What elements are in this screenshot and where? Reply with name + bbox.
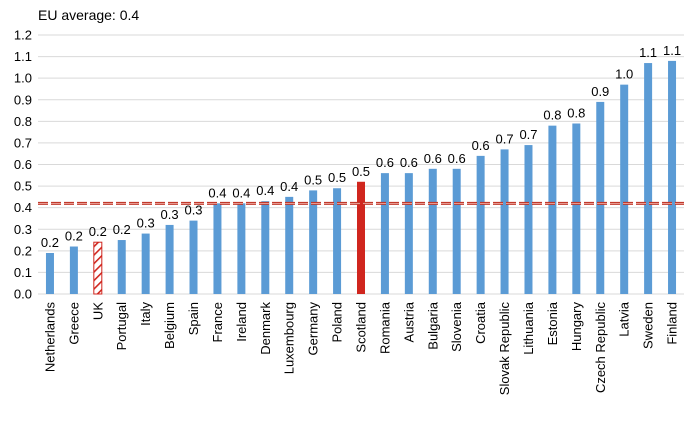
bar-slovak-republic	[500, 149, 509, 294]
category-label: Denmark	[258, 302, 273, 355]
category-label: UK	[90, 302, 105, 320]
bar-croatia	[476, 155, 485, 294]
data-label: 0.5	[304, 172, 322, 187]
bar-slovenia	[452, 168, 461, 294]
y-tick-label: 0.1	[14, 265, 32, 280]
data-label: 0.3	[161, 207, 179, 222]
category-label: Czech Republic	[593, 302, 608, 394]
category-label: Latvia	[617, 301, 632, 336]
data-label: 0.6	[472, 138, 490, 153]
bar-finland	[668, 60, 677, 295]
bar-spain	[189, 220, 198, 294]
bar-estonia	[548, 125, 557, 295]
y-tick-label: 0.4	[14, 200, 32, 215]
data-label: 0.2	[65, 229, 83, 244]
category-label: Lithuania	[521, 301, 536, 355]
bar-italy	[141, 233, 150, 294]
category-label: Germany	[306, 302, 321, 356]
bar-latvia	[620, 84, 629, 295]
category-label: Poland	[330, 302, 345, 342]
bar-netherlands	[45, 252, 54, 294]
bar-hungary	[572, 123, 581, 294]
bar-sweden	[644, 63, 653, 294]
bar-portugal	[117, 240, 126, 294]
category-label: Sweden	[641, 302, 656, 349]
category-label: Austria	[401, 301, 416, 342]
bar-czech-republic	[596, 101, 605, 295]
y-tick-label: 0.8	[14, 114, 32, 129]
y-tick-label: 0.9	[14, 92, 32, 107]
category-label: Belgium	[162, 302, 177, 349]
category-label: France	[210, 302, 225, 342]
bar-ireland	[237, 203, 246, 294]
bar-greece	[69, 246, 78, 294]
data-label: 0.6	[448, 151, 466, 166]
data-label: 0.2	[41, 235, 59, 250]
y-tick-label: 0.6	[14, 157, 32, 172]
bar-austria	[404, 173, 413, 294]
category-label: Croatia	[473, 301, 488, 344]
category-label: Spain	[186, 302, 201, 335]
category-label: Bulgaria	[425, 301, 440, 349]
bar-lithuania	[524, 145, 533, 294]
bar-poland	[333, 188, 342, 294]
y-tick-label: 0.7	[14, 135, 32, 150]
category-label: Romania	[377, 301, 392, 354]
data-label: 0.5	[352, 164, 370, 179]
data-label: 0.8	[543, 108, 561, 123]
data-label: 1.1	[663, 43, 681, 58]
bar-germany	[309, 190, 318, 294]
data-label: 0.5	[328, 170, 346, 185]
category-label: Italy	[138, 302, 153, 326]
bar-uk	[93, 241, 103, 295]
eu-average-annotation: EU average: 0.4	[38, 7, 139, 23]
data-label: 0.4	[280, 179, 298, 194]
data-label: 0.2	[89, 224, 107, 239]
category-label: Finland	[665, 302, 680, 345]
data-label: 1.1	[639, 45, 657, 60]
y-tick-label: 1.1	[14, 49, 32, 64]
data-label: 0.7	[496, 131, 514, 146]
data-label: 0.9	[591, 84, 609, 99]
category-label: Slovenia	[449, 301, 464, 352]
category-label: Scotland	[354, 302, 369, 353]
bar-denmark	[261, 201, 270, 294]
category-label: Ireland	[234, 302, 249, 342]
category-label: Greece	[66, 302, 81, 345]
y-tick-label: 0.2	[14, 243, 32, 258]
category-label: Hungary	[569, 302, 584, 352]
category-label: Luxembourg	[282, 302, 297, 374]
data-label: 0.4	[256, 183, 274, 198]
data-label: 0.4	[232, 185, 250, 200]
data-label: 0.3	[137, 216, 155, 231]
data-label: 0.6	[376, 155, 394, 170]
data-label: 0.7	[519, 127, 537, 142]
data-label: 0.6	[424, 151, 442, 166]
category-label: Slovak Republic	[497, 302, 512, 396]
y-tick-label: 0.3	[14, 222, 32, 237]
data-label: 0.3	[184, 203, 202, 218]
data-label: 0.4	[208, 185, 226, 200]
category-label: Portugal	[114, 302, 129, 351]
y-tick-label: 0.5	[14, 179, 32, 194]
bar-bulgaria	[428, 168, 437, 294]
y-tick-label: 1.2	[14, 28, 32, 43]
bar-luxembourg	[285, 196, 294, 294]
category-label: Netherlands	[42, 302, 57, 373]
bar-romania	[380, 173, 389, 294]
y-tick-label: 0.0	[14, 287, 32, 302]
data-label: 1.0	[615, 67, 633, 82]
bar-france	[213, 203, 222, 294]
y-tick-label: 1.0	[14, 71, 32, 86]
bar-belgium	[165, 224, 174, 294]
data-label: 0.6	[400, 155, 418, 170]
data-label: 0.2	[113, 222, 131, 237]
category-label: Estonia	[545, 301, 560, 345]
bar-scotland	[357, 181, 365, 294]
data-label: 0.8	[567, 105, 585, 120]
